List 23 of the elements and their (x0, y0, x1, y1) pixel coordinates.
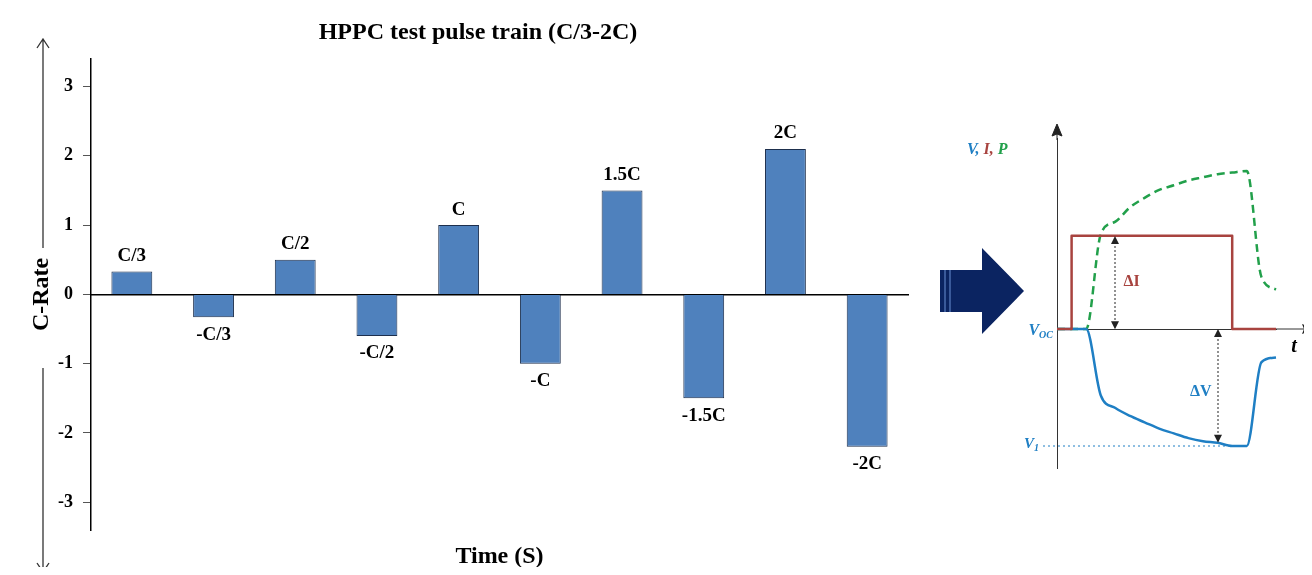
y-tick-label: 3 (63, 75, 73, 96)
x-tick-label: C/2 (281, 232, 310, 254)
annotation: ΔI (1123, 271, 1140, 289)
x-tick-label: -2C (852, 452, 882, 474)
y-tick-label: 0 (63, 283, 73, 304)
x-tick-label: C/3 (117, 243, 147, 265)
y-tick-label: -3 (57, 490, 73, 511)
x-tick-label: -1.5C (681, 403, 726, 425)
y-tick-label: -1 (57, 352, 73, 373)
y-axis-title: C-Rate (27, 257, 54, 332)
x-axis-title: t (1291, 334, 1299, 357)
chart-title: HPPC test pulse train (C/3-2C) (318, 17, 638, 44)
x-tick-label: -C/3 (196, 322, 231, 344)
y-tick-label: 2 (63, 144, 73, 165)
y-axis-title: V, I, P (967, 140, 1008, 158)
x-tick-label: 1.5C (603, 162, 641, 184)
x-tick-label: 2C (773, 121, 798, 143)
y-tick-label: -2 (57, 421, 73, 442)
y-tick-label: 1 (63, 213, 73, 234)
x-tick-label: -C/2 (359, 341, 395, 363)
annotation: ΔV (1190, 382, 1213, 400)
x-tick-label: -C (530, 369, 551, 391)
x-tick-label: C (451, 197, 466, 219)
